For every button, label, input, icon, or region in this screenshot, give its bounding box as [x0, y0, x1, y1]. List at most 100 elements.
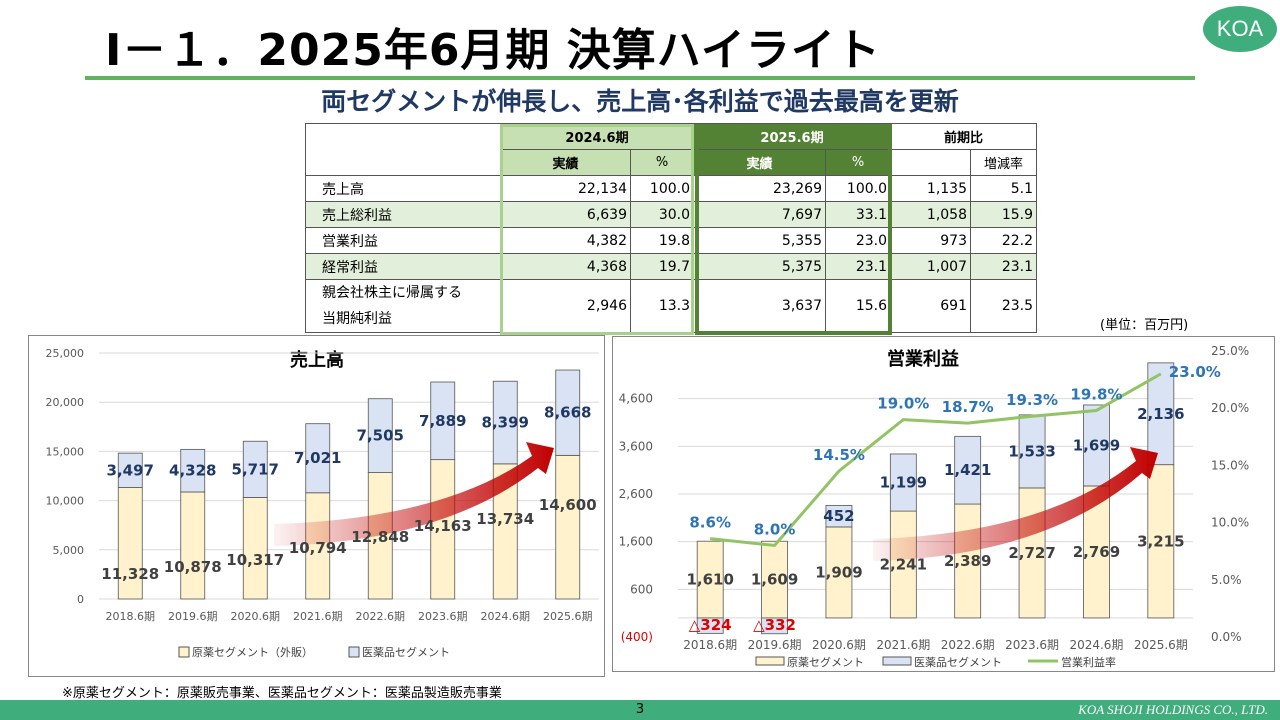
cell-diff: 973 — [890, 227, 971, 254]
data-label-b: △324 — [689, 616, 732, 634]
subtitle: 両セグメントが伸長し、売上高･各利益で過去最高を更新 — [321, 87, 959, 116]
bar-segment-b — [1083, 404, 1110, 487]
x-tick-label: 2019.6期 — [168, 610, 218, 623]
sales-chart: 売上高 0 5,000 10,000 15,000 20,000 25,000 2018.6期… — [28, 335, 605, 677]
y-tick-label: 600 — [630, 582, 653, 596]
bar-segment-b — [492, 380, 518, 465]
bar-segment-a — [954, 503, 982, 619]
margin-label: 19.3% — [1006, 391, 1058, 409]
data-label-a: 14,600 — [539, 496, 597, 514]
data-label-b: 1,421 — [944, 461, 991, 479]
operating-profit-chart: 営業利益 (400) 600 1,600 2,600 3,600 4,600 0.0% 5.0%… — [612, 336, 1275, 672]
cell-rate: 23.5 — [970, 279, 1037, 333]
y-tick-label: 5,000 — [53, 544, 85, 557]
bar-segment-b — [555, 369, 581, 456]
data-label-a: 14,163 — [414, 517, 472, 535]
page-title: Ⅰ－１．2025年6月期 決算ハイライト — [105, 25, 881, 76]
x-tick-label: 2025.6期 — [543, 610, 593, 623]
table-row: 親会社株主に帰属する 当期純利益 2,946 13.3 3,637 15.6 691 23.5 — [305, 279, 1037, 333]
data-label-a: 13,734 — [476, 510, 534, 528]
subheader-rate: 増減率 — [970, 149, 1037, 176]
bar-segment-a — [117, 487, 143, 600]
x-tick-label: 2021.6期 — [876, 638, 930, 652]
bar-segment-b — [430, 381, 456, 461]
y2-tick-label: 5.0% — [1211, 573, 1242, 587]
margin-label: 8.6% — [689, 514, 731, 532]
y-tick-label: 1,600 — [619, 535, 653, 549]
data-label-a: 2,727 — [1008, 544, 1055, 562]
bar-segment-a — [555, 454, 581, 600]
row-label: 売上高 — [305, 175, 501, 202]
bar-segment-b — [954, 435, 982, 505]
legend-swatch-a — [755, 656, 785, 666]
bar-segment-b-negative — [761, 617, 788, 635]
x-tick-label: 2023.6期 — [418, 610, 468, 623]
table-row: 営業利益 4,382 19.8 5,355 23.0 973 22.2 — [305, 227, 1037, 254]
y-tick-label: (400) — [621, 630, 653, 644]
bar-segment-a — [1018, 487, 1046, 619]
x-tick-label: 2023.6期 — [1005, 638, 1059, 652]
data-label-b: 2,136 — [1137, 405, 1184, 423]
cell-diff: 691 — [890, 279, 971, 333]
legend-swatch-b — [882, 656, 912, 666]
x-tick-label: 2019.6期 — [748, 638, 802, 652]
data-label-a: 2,389 — [944, 552, 991, 570]
bar-segment-b — [825, 504, 853, 528]
data-label-a: 10,317 — [226, 551, 284, 569]
subheader-pct-2025: % — [825, 149, 891, 176]
bar-segment-a — [761, 540, 788, 619]
title-underline — [85, 76, 1195, 80]
data-label-b: 7,889 — [419, 412, 466, 430]
legend-label-line: 営業利益率 — [1061, 655, 1116, 669]
margin-label: 23.0% — [1169, 363, 1221, 381]
margin-line — [710, 372, 1162, 548]
data-label-a: 1,909 — [815, 563, 862, 581]
data-label-a: 3,215 — [1137, 532, 1184, 550]
cell-p24: 100.0 — [630, 175, 694, 202]
header-2024: 2024.6期 — [500, 123, 694, 150]
subheader-actual-2024: 実績 — [500, 149, 631, 176]
frame-2025 — [695, 124, 892, 335]
bar-segment-b — [889, 453, 917, 512]
row-label-2: 当期純利益 — [322, 311, 392, 327]
bar-segment-a — [825, 526, 853, 619]
margin-label: 19.8% — [1070, 385, 1122, 403]
bar-segment-a — [242, 497, 268, 600]
cell-p25: 15.6 — [825, 279, 891, 333]
bar-segment-b — [1018, 414, 1046, 489]
subheader-actual-2025: 実績 — [693, 149, 826, 176]
cell-p25: 23.1 — [825, 253, 891, 280]
cell-diff: 1,007 — [890, 253, 971, 280]
legend-label-b: 医薬品セグメント — [914, 655, 1002, 669]
x-tick-label: 2020.6期 — [231, 610, 281, 623]
cell-p25: 33.1 — [825, 201, 891, 228]
cell-v25: 3,637 — [693, 279, 826, 333]
y2-tick-label: 25.0% — [1211, 344, 1249, 358]
y-tick-label: 4,600 — [619, 392, 653, 406]
data-label-a: 11,328 — [101, 565, 159, 583]
x-tick-label: 2022.6期 — [356, 610, 406, 623]
bar-segment-b — [367, 398, 393, 473]
y-tick-label: 10,000 — [46, 495, 85, 508]
legend-label-b: 医薬品セグメント — [362, 645, 450, 659]
x-tick-label: 2020.6期 — [812, 638, 866, 652]
header-yoy: 前期比 — [890, 123, 1037, 150]
y-tick-label: 15,000 — [46, 445, 85, 458]
unit-label: (単位：百万円) — [1100, 318, 1189, 333]
data-label-a: 10,878 — [164, 558, 222, 576]
legend-swatch-a — [178, 646, 190, 658]
growth-arrow-icon — [873, 447, 1158, 561]
data-label-b: 4,328 — [169, 462, 216, 480]
bar-segment-b — [117, 452, 143, 488]
cell-v25: 23,269 — [693, 175, 826, 202]
data-label-b: 8,399 — [482, 414, 529, 432]
cell-rate: 5.1 — [970, 175, 1037, 202]
x-tick-label: 2024.6期 — [1069, 638, 1123, 652]
x-tick-label: 2018.6期 — [683, 638, 737, 652]
data-label-a: 12,848 — [351, 528, 409, 546]
data-label-b: 5,717 — [232, 460, 279, 478]
subheader-diff — [890, 149, 971, 176]
bar-segment-a — [889, 510, 917, 619]
cell-p25: 23.0 — [825, 227, 891, 254]
cell-rate: 22.2 — [970, 227, 1037, 254]
